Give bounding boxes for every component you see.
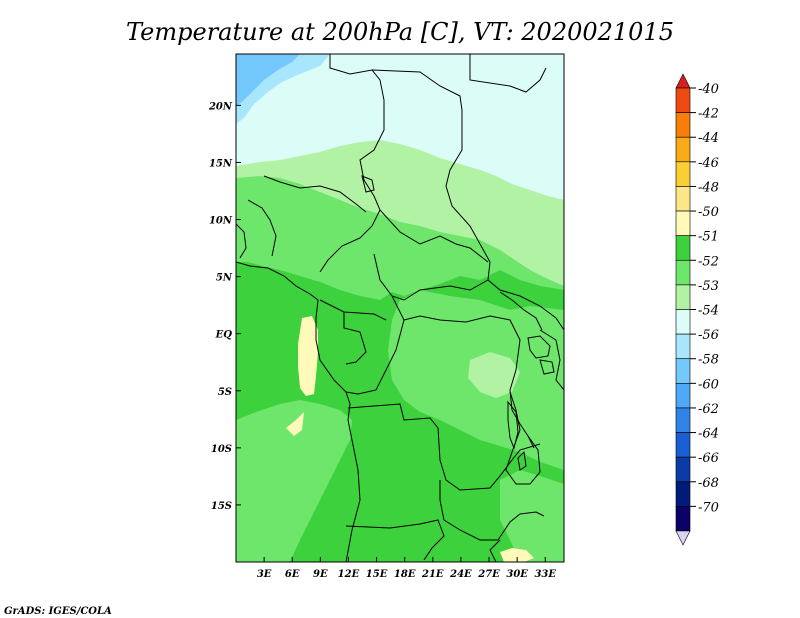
colorbar-swatch — [675, 506, 691, 532]
x-tick-label: 12E — [338, 569, 360, 580]
y-tick-label: 10S — [211, 444, 232, 455]
y-tick-label: 5S — [218, 387, 232, 398]
colorbar-label: -66 — [698, 451, 719, 466]
x-tick-label: 6E — [285, 569, 300, 580]
colorbar-top-arrow — [675, 73, 691, 89]
colorbar-label: -51 — [698, 230, 719, 245]
colorbar-label: -62 — [698, 402, 719, 417]
field-band-51-gabon — [298, 316, 318, 396]
colorbar-label: -54 — [698, 304, 719, 319]
colorbar-swatch — [675, 259, 691, 286]
colorbar-swatch — [675, 309, 691, 335]
lakes — [361, 175, 555, 471]
colorbar: -40 -42 -44 -46 -48 -50 -51 -52 -53 -54 -56 -58 -60 -… — [675, 73, 719, 546]
colorbar-bottom-arrow — [675, 530, 691, 546]
country-borders — [236, 54, 564, 562]
x-tick-label: 18E — [394, 569, 416, 580]
field-band-53-southwest — [236, 400, 352, 562]
colorbar-swatch — [675, 284, 691, 310]
colorbar-swatch — [675, 136, 691, 163]
x-tick-label: 24E — [449, 569, 472, 580]
colorbar-swatch — [675, 161, 691, 187]
colorbar-label: -60 — [698, 377, 719, 392]
y-tick-label: 10N — [209, 216, 233, 227]
colorbar-label: -46 — [698, 156, 719, 171]
colorbar-label: -53 — [698, 279, 719, 294]
x-tick-label: 21E — [421, 569, 444, 580]
colorbar-swatch — [675, 481, 691, 507]
x-axis: 3E 6E 9E 12E 15E 18E 21E 24E 27E 30E 33E — [257, 557, 556, 580]
credit-label: GrADS: IGES/COLA — [4, 606, 112, 617]
colorbar-label: -48 — [698, 180, 719, 195]
field-band-53-east — [500, 470, 564, 562]
map-frame — [235, 53, 565, 563]
x-tick-label: 27E — [477, 569, 500, 580]
x-tick-label: 15E — [366, 569, 388, 580]
colorbar-label: -58 — [698, 353, 719, 368]
y-tick-label: 15N — [209, 158, 233, 169]
field-band-51-angola — [286, 412, 304, 436]
field-band-54-east-patch — [468, 352, 520, 398]
field-band-60 — [236, 54, 300, 106]
y-tick-label: 15S — [211, 501, 232, 512]
colorbar-label: -44 — [698, 131, 719, 146]
chart-title: Temperature at 200hPa [C], VT: 202002101… — [126, 18, 674, 46]
colorbar-swatch — [675, 358, 691, 384]
field-band-56 — [236, 54, 564, 200]
colorbar-label: -50 — [698, 205, 719, 220]
y-axis: 20N 15N 10N 5N EQ 5S 10S 15S — [208, 101, 241, 512]
colorbar-swatch — [675, 87, 691, 113]
field-band-51-south — [500, 548, 534, 562]
x-tick-label: 9E — [313, 569, 328, 580]
colorbar-label: -52 — [698, 254, 719, 269]
colorbar-label: -42 — [698, 107, 719, 122]
x-tick-label: 33E — [534, 569, 556, 580]
colorbar-swatch — [675, 235, 691, 261]
colorbar-swatch — [675, 456, 691, 483]
y-tick-label: 20N — [208, 101, 233, 112]
y-tick-label: EQ — [215, 330, 233, 341]
y-tick-label: 5N — [216, 273, 233, 284]
colorbar-swatch — [675, 383, 691, 409]
colorbar-swatch — [675, 210, 691, 236]
colorbar-swatch — [675, 186, 691, 212]
colorbar-label: -56 — [698, 328, 719, 343]
colorbar-label: -68 — [698, 476, 719, 491]
colorbar-swatch — [675, 407, 691, 433]
colorbar-label: -70 — [698, 500, 719, 515]
map-panel — [235, 53, 565, 563]
colorbar-label: -40 — [698, 82, 719, 97]
colorbar-label: -64 — [698, 427, 719, 442]
x-tick-label: 3E — [257, 569, 272, 580]
colorbar-swatch — [675, 112, 691, 138]
x-tick-label: 30E — [506, 569, 528, 580]
colorbar-swatch — [675, 333, 691, 360]
colorbar-swatch — [675, 432, 691, 458]
